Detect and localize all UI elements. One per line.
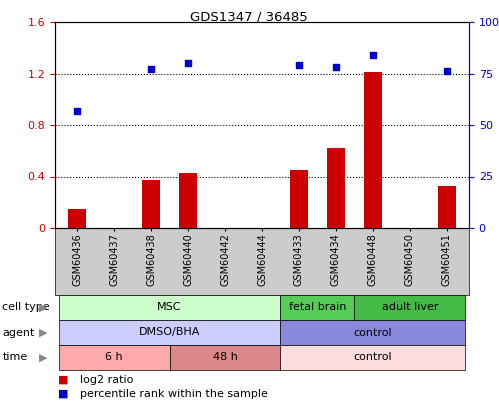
Text: time: time — [2, 352, 28, 362]
Bar — [438, 185, 456, 228]
Text: GDS1347 / 36485: GDS1347 / 36485 — [190, 10, 307, 23]
Bar — [327, 148, 345, 228]
Text: ▶: ▶ — [38, 303, 47, 313]
Point — [443, 68, 451, 75]
Point — [332, 64, 340, 70]
Text: DMSO/BHA: DMSO/BHA — [139, 328, 200, 337]
Text: adult liver: adult liver — [382, 303, 438, 313]
Point — [147, 66, 155, 72]
Text: ▶: ▶ — [38, 352, 47, 362]
Text: ■: ■ — [57, 375, 68, 385]
Bar — [68, 209, 86, 228]
Bar — [364, 72, 382, 228]
Point — [184, 60, 192, 66]
Text: control: control — [354, 328, 392, 337]
Text: ■: ■ — [57, 389, 68, 399]
Bar — [142, 180, 160, 228]
Text: 6 h: 6 h — [105, 352, 123, 362]
Bar — [290, 170, 308, 228]
Text: control: control — [354, 352, 392, 362]
Text: cell type: cell type — [2, 303, 50, 313]
Point — [73, 107, 81, 114]
Point — [295, 62, 303, 68]
Text: fetal brain: fetal brain — [289, 303, 346, 313]
Text: log2 ratio: log2 ratio — [80, 375, 133, 385]
Text: MSC: MSC — [157, 303, 182, 313]
Text: agent: agent — [2, 328, 35, 337]
Text: ▶: ▶ — [38, 328, 47, 337]
Point — [369, 52, 377, 58]
Text: percentile rank within the sample: percentile rank within the sample — [80, 389, 268, 399]
Bar — [179, 173, 197, 228]
Text: 48 h: 48 h — [213, 352, 238, 362]
